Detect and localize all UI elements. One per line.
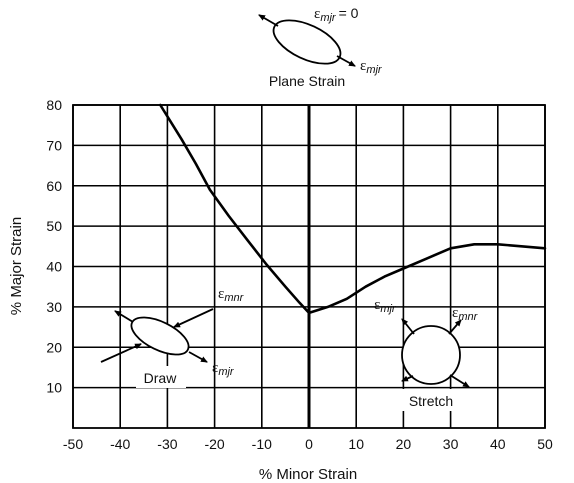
- x-tick-label: -40: [110, 436, 130, 452]
- plane-strain-eps2-sub: mjr: [366, 64, 383, 76]
- y-tick-label: 60: [46, 178, 62, 194]
- x-axis-title: % Minor Strain: [259, 466, 357, 483]
- draw-eps-major: ε: [212, 360, 218, 376]
- plane-strain-arrow-down: [336, 55, 356, 67]
- y-tick-label: 20: [46, 339, 62, 355]
- x-tick-label: -30: [157, 436, 177, 452]
- x-tick-label: 40: [490, 436, 506, 452]
- y-tick-label: 30: [46, 299, 62, 315]
- draw-eps-minor-sub: mnr: [224, 292, 244, 304]
- plane-strain-label: Plane Strain: [269, 73, 345, 89]
- stretch-eps-minor: ε: [452, 305, 458, 321]
- forming-limit-curve-group: [159, 103, 547, 315]
- plane-strain-eps: ε: [314, 6, 320, 22]
- svg-text:εmnr: εmnr: [218, 286, 245, 304]
- y-tick-label: 40: [46, 259, 62, 275]
- stretch-arrow-up-left: [401, 318, 415, 335]
- draw-label-bg: [136, 366, 186, 388]
- draw-ellipse: [130, 316, 190, 356]
- x-tick-label: 20: [396, 436, 412, 452]
- y-tick-label: 80: [46, 97, 62, 113]
- draw-eps-minor: ε: [218, 286, 224, 302]
- stretch-label-bg: [398, 389, 464, 411]
- svg-text:εmjr= 0: εmjr = 0: [314, 5, 359, 24]
- stretch-circle: [401, 325, 461, 385]
- plane-strain-eps-sub: mjr: [320, 12, 337, 24]
- y-tick-labels: 10 20 30 40 50 60 70 80: [46, 97, 62, 396]
- svg-text:εmnr: εmnr: [452, 305, 479, 323]
- x-tick-label: -20: [204, 436, 224, 452]
- stretch-arrow-up-right: [448, 319, 462, 335]
- draw-arrow-in-lower: [100, 343, 142, 363]
- y-tick-label: 50: [46, 218, 62, 234]
- stretch-arrow-down-left: [401, 375, 414, 382]
- draw-arrow-out-down: [188, 351, 208, 363]
- x-tick-label: 10: [348, 436, 364, 452]
- svg-text:εmjr: εmjr: [360, 58, 383, 76]
- draw-annotation: εmnr εmjr Draw: [100, 286, 245, 388]
- stretch-label: Stretch: [409, 393, 453, 409]
- y-tick-label: 10: [46, 380, 62, 396]
- plane-strain-annotation: εmjr = 0 εmjr Plane Strain: [258, 5, 383, 89]
- svg-text:εmjr: εmjr: [374, 297, 397, 315]
- x-tick-label: 50: [537, 436, 553, 452]
- plane-strain-arrow-up: [258, 14, 279, 27]
- stretch-eps-major: ε: [374, 297, 380, 313]
- x-tick-labels: -50 -40 -30 -20 -10 0 10 20 30 40 50: [63, 436, 553, 452]
- draw-arrow-out-up: [114, 310, 134, 323]
- y-axis-title: % Major Strain: [8, 217, 25, 315]
- x-tick-label: -10: [252, 436, 272, 452]
- draw-eps-major-sub: mjr: [218, 366, 235, 378]
- stretch-eps-major-sub: mjr: [380, 303, 397, 315]
- forming-limit-curve: [159, 103, 547, 315]
- x-tick-label: 0: [305, 436, 313, 452]
- x-tick-label: 30: [443, 436, 459, 452]
- y-tick-label: 70: [46, 137, 62, 153]
- plane-strain-eps2: ε: [360, 58, 366, 74]
- plot-frame: [72, 104, 546, 429]
- stretch-eps-minor-sub: mnr: [458, 311, 478, 323]
- svg-text:εmjr: εmjr: [212, 360, 235, 378]
- draw-label: Draw: [144, 370, 178, 386]
- plane-strain-eps-eq: = 0: [339, 5, 359, 21]
- x-tick-label: -50: [63, 436, 83, 452]
- draw-arrow-in-upper: [173, 308, 214, 328]
- stretch-arrow-down-right: [449, 374, 470, 388]
- stretch-annotation: εmjr εmnr Stretch: [374, 297, 479, 411]
